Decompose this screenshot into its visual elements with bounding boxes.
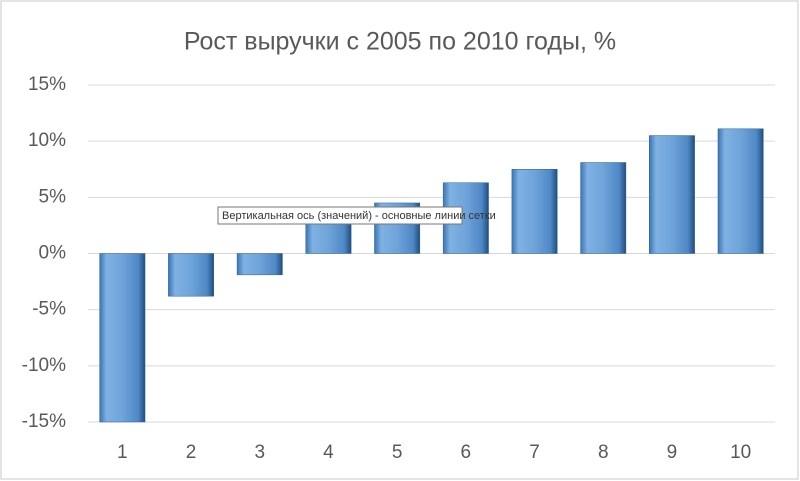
y-tick-label: 5% (39, 186, 67, 207)
x-tick-label: 4 (323, 442, 334, 463)
bar (168, 253, 214, 297)
plot-area: -15% -10% -5% 0% 5% 10% 15% 1 2 3 4 5 6 7 8 9 10 (22, 74, 775, 463)
chart-title: Рост выручки с 2005 по 2010 годы, % (184, 28, 616, 56)
y-tick-label: -15% (22, 411, 66, 432)
y-tick-label: -5% (32, 299, 66, 320)
x-tick-label: 7 (529, 442, 540, 463)
x-tick-label: 6 (461, 442, 472, 463)
y-tick-label: 10% (28, 130, 66, 151)
bar (511, 169, 558, 254)
x-tick-label: 9 (667, 442, 678, 463)
bar (580, 162, 627, 254)
x-tick-label: 5 (392, 442, 403, 463)
bar (717, 128, 764, 254)
x-tick-label: 10 (730, 442, 751, 463)
y-tick-label: -10% (22, 355, 66, 376)
tooltip: Вертикальная ось (значений) - основные л… (217, 206, 496, 225)
tooltip-text: Вертикальная ось (значений) - основные л… (222, 210, 496, 222)
bar (236, 253, 283, 276)
bar (99, 253, 146, 423)
bar (649, 135, 695, 254)
x-tick-label: 2 (186, 442, 197, 463)
x-tick-label: 8 (598, 442, 609, 463)
x-tick-label: 1 (117, 442, 128, 463)
tooltip-box (217, 206, 463, 225)
y-tick-label: 15% (28, 74, 66, 95)
y-tick-label: 0% (39, 243, 67, 264)
x-tick-label: 3 (254, 442, 265, 463)
